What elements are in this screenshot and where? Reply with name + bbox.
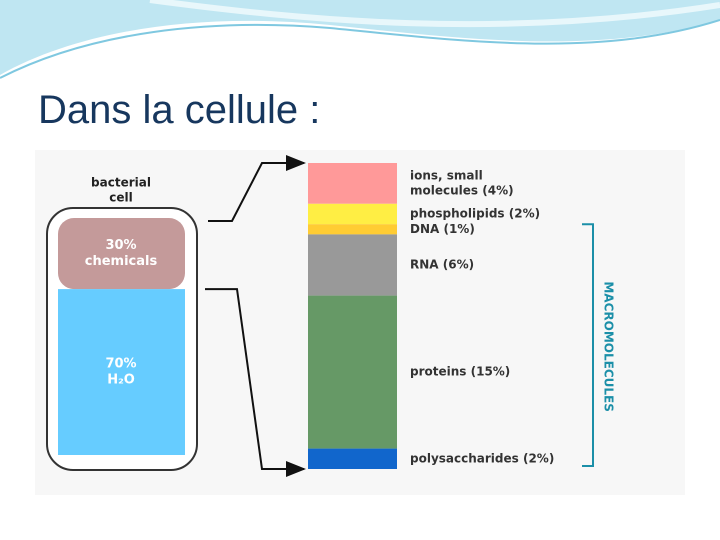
cell-part [58, 289, 185, 455]
bar-segment [308, 203, 397, 225]
segment-label: polysaccharides (2%) [410, 451, 554, 465]
bar-segment [308, 295, 397, 449]
cell-part [58, 218, 185, 290]
bar-segment [308, 224, 397, 235]
connector [205, 288, 306, 477]
cell-caption: bacterial [91, 176, 151, 190]
group-label: MACROMOLECULES [602, 281, 616, 412]
bar-segment [308, 163, 397, 204]
cell-part-label: chemicals [85, 254, 158, 269]
slide-title: Dans la cellule : [38, 88, 321, 132]
bar-segment [308, 234, 397, 296]
connector [208, 155, 306, 222]
cell-caption: cell [109, 191, 132, 205]
segment-label: ions, small [410, 168, 483, 182]
segment-label: DNA (1%) [410, 222, 475, 236]
segment-label: phospholipids (2%) [410, 207, 540, 221]
segment-label: proteins (15%) [410, 365, 510, 379]
cell-part-label: 30% [105, 238, 136, 253]
bar-segment [308, 448, 397, 469]
cell-part-label: H₂O [107, 373, 135, 388]
segment-label: molecules (4%) [410, 183, 514, 197]
segment-label: RNA (6%) [410, 258, 474, 272]
bracket [582, 223, 594, 467]
header-wave [0, 0, 720, 79]
cell-part-label: 70% [105, 357, 136, 372]
